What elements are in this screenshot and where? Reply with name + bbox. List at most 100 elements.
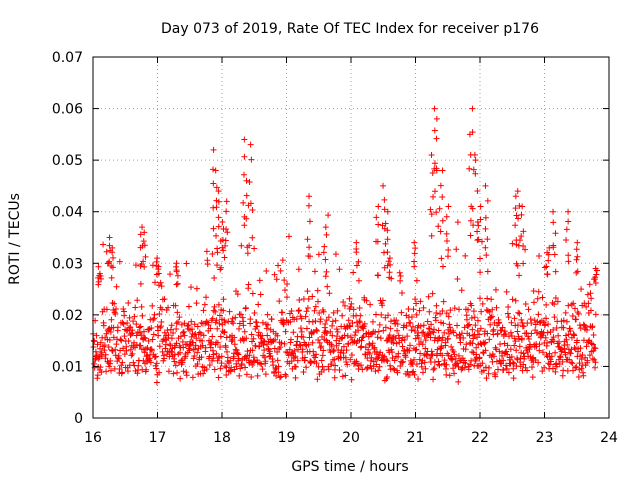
- data-point: [207, 341, 214, 348]
- data-point: [180, 328, 187, 335]
- data-point: [487, 321, 494, 328]
- data-point: [282, 328, 289, 335]
- data-point: [322, 273, 329, 280]
- data-point: [444, 335, 451, 342]
- data-point: [144, 344, 151, 351]
- data-point-spike: [110, 254, 117, 261]
- data-point: [588, 340, 595, 347]
- data-point: [254, 323, 261, 330]
- data-point-spike: [443, 237, 450, 244]
- data-point: [248, 373, 255, 380]
- data-point-spike: [435, 223, 442, 230]
- data-point: [488, 314, 495, 321]
- data-points: [90, 105, 600, 386]
- data-point: [118, 362, 125, 369]
- data-point: [205, 322, 212, 329]
- data-point: [114, 324, 121, 331]
- data-point-spike: [443, 213, 450, 220]
- data-point: [319, 363, 326, 370]
- data-point: [408, 327, 415, 334]
- data-point-spike: [249, 234, 256, 241]
- data-point-spike: [217, 237, 224, 244]
- data-point: [407, 342, 414, 349]
- data-point: [244, 348, 251, 355]
- data-point: [515, 333, 522, 340]
- data-point: [208, 357, 215, 364]
- data-point-spike: [593, 267, 600, 274]
- data-point: [524, 367, 531, 374]
- data-point: [336, 340, 343, 347]
- data-point: [536, 252, 543, 259]
- data-point: [555, 332, 562, 339]
- data-point: [578, 365, 585, 372]
- data-point: [477, 325, 484, 332]
- data-point: [440, 298, 447, 305]
- data-point: [139, 312, 146, 319]
- data-point: [101, 342, 108, 349]
- data-point: [245, 281, 252, 288]
- data-point: [480, 367, 487, 374]
- data-point: [550, 338, 557, 345]
- data-point-spike: [322, 256, 329, 263]
- data-point: [198, 319, 205, 326]
- data-point: [402, 354, 409, 361]
- data-point: [403, 322, 410, 329]
- data-point-spike: [384, 208, 391, 215]
- data-point: [217, 333, 224, 340]
- data-point: [586, 281, 593, 288]
- data-point: [100, 322, 107, 329]
- data-point: [380, 327, 387, 334]
- data-point: [120, 345, 127, 352]
- x-tick-label: 21: [407, 430, 425, 446]
- data-point: [465, 322, 472, 329]
- data-point: [410, 306, 417, 313]
- data-point: [295, 266, 302, 273]
- data-point: [590, 332, 597, 339]
- y-tick-label: 0.06: [52, 102, 83, 118]
- data-point: [100, 241, 107, 248]
- data-point: [168, 335, 175, 342]
- data-point-spike: [243, 192, 250, 199]
- data-point: [173, 340, 180, 347]
- data-point-spike: [520, 228, 527, 235]
- data-point-spike: [375, 203, 382, 210]
- data-point: [106, 363, 113, 370]
- data-point: [112, 346, 119, 353]
- data-point-spike: [467, 217, 474, 224]
- data-point: [344, 332, 351, 339]
- data-point: [239, 314, 246, 321]
- data-point-spike: [241, 153, 248, 160]
- data-point: [435, 327, 442, 334]
- data-point: [201, 301, 208, 308]
- data-point: [220, 307, 227, 314]
- data-point-spike: [516, 237, 523, 244]
- data-point: [212, 308, 219, 315]
- data-point-spike: [433, 209, 440, 216]
- data-point: [454, 322, 461, 329]
- data-point: [375, 328, 382, 335]
- data-point: [520, 350, 527, 357]
- data-point: [230, 320, 237, 327]
- data-point: [553, 360, 560, 367]
- data-point: [387, 362, 394, 369]
- data-point: [167, 271, 174, 278]
- data-point: [272, 365, 279, 372]
- data-point: [215, 354, 222, 361]
- data-point-spike: [380, 182, 387, 189]
- data-point: [447, 324, 454, 331]
- data-point: [314, 287, 321, 294]
- data-point: [430, 376, 437, 383]
- data-point: [562, 351, 569, 358]
- data-point: [290, 329, 297, 336]
- data-point: [340, 343, 347, 350]
- data-point: [435, 358, 442, 365]
- data-point: [237, 365, 244, 372]
- data-point: [189, 374, 196, 381]
- data-point-spike: [323, 231, 330, 238]
- data-point: [125, 300, 132, 307]
- y-tick-label: 0: [74, 411, 83, 427]
- data-point: [281, 287, 288, 294]
- data-point: [522, 301, 529, 308]
- data-point: [504, 310, 511, 317]
- data-point: [220, 296, 227, 303]
